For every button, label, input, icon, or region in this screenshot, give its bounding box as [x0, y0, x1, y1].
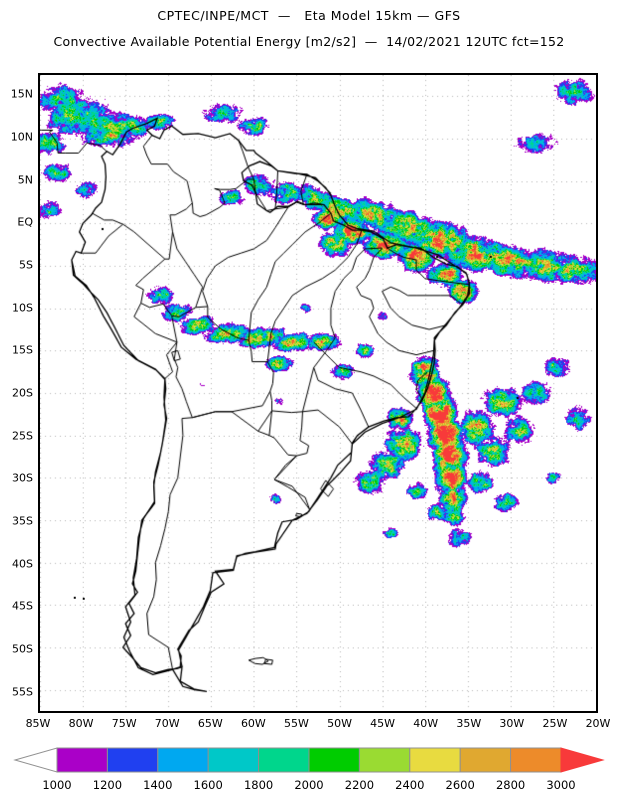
- colorbar-band: [358, 747, 411, 773]
- colorbar-tick-label: 2400: [395, 778, 425, 792]
- colorbar-band: [157, 747, 209, 773]
- colorbar-tick-label: 1000: [42, 778, 72, 792]
- colorbar-tick-label: 1400: [143, 778, 173, 792]
- colorbar-band: [106, 747, 159, 773]
- x-tick-label: 35W: [456, 717, 482, 730]
- y-tick-label: 40S: [12, 557, 33, 571]
- x-tick-label: 55W: [284, 717, 309, 730]
- colorbar-tick-label: 2000: [294, 778, 324, 792]
- colorbar-band: [409, 747, 461, 773]
- x-tick-label: 45W: [370, 717, 396, 730]
- y-tick-label: 15S: [12, 343, 33, 357]
- x-tick-label: 75W: [111, 717, 137, 730]
- y-axis: 15N 10N 5N EQ 5S 10S 15S 20S 25S 30S 35S 40S 45S 50S 5…: [0, 73, 38, 713]
- colorbar-tick-label: 3000: [546, 778, 576, 792]
- y-tick-label: 55S: [12, 685, 33, 699]
- colorbar-tick-label: 2800: [495, 778, 526, 792]
- x-tick-label: 70W: [154, 717, 180, 730]
- x-tick-label: 40W: [413, 717, 439, 730]
- y-tick-label: EQ: [17, 215, 33, 229]
- map-plot-area: [38, 73, 598, 713]
- colorbar-tick-label: 1600: [193, 778, 223, 792]
- colorbar-swatches: [13, 747, 605, 773]
- colorbar: 1000 1200 1400 1600 1800 2000 2200 2400 2600 2800…: [0, 744, 618, 800]
- colorbar-band: [308, 747, 360, 773]
- chart-title-variable: Convective Available Potential Energy [m…: [53, 34, 565, 49]
- chart-title-model: CPTEC/INPE/MCT — Eta Model 15km — GFS: [157, 8, 461, 23]
- colorbar-band: [56, 747, 108, 773]
- y-tick-label: 10N: [10, 130, 33, 144]
- x-tick-label: 85W: [25, 717, 51, 730]
- colorbar-tick-label: 1800: [243, 778, 274, 792]
- y-tick-label: 15N: [10, 87, 33, 101]
- colorbar-over-arrow: [560, 747, 605, 773]
- colorbar-under-arrow: [13, 747, 58, 773]
- x-tick-label: 65W: [197, 717, 223, 730]
- colorbar-band: [207, 747, 260, 773]
- x-tick-label: 25W: [542, 717, 568, 730]
- colorbar-tick-label: 2600: [445, 778, 475, 792]
- y-tick-label: 5S: [19, 258, 33, 272]
- y-tick-label: 25S: [12, 429, 33, 443]
- x-tick-label: 50W: [327, 717, 352, 730]
- y-tick-label: 20S: [12, 386, 33, 400]
- colorbar-tick-label: 2200: [344, 778, 375, 792]
- x-axis: 85W 80W 75W 70W 65W 60W 55W 50W 45W 40W 35W 30W 25W 2…: [26, 713, 611, 737]
- y-tick-label: 50S: [12, 642, 33, 656]
- x-tick-label: 80W: [68, 717, 94, 730]
- y-tick-label: 5N: [17, 173, 33, 187]
- chart-header: CPTEC/INPE/MCT — Eta Model 15km — GFS Co…: [0, 0, 618, 49]
- y-tick-label: 45S: [12, 599, 33, 613]
- colorbar-band: [459, 747, 512, 773]
- y-tick-label: 30S: [12, 471, 33, 485]
- x-tick-label: 30W: [499, 717, 525, 730]
- cape-field-canvas: [40, 75, 596, 711]
- colorbar-band: [258, 747, 310, 773]
- y-tick-label: 10S: [12, 301, 33, 315]
- y-tick-label: 35S: [12, 514, 33, 528]
- colorbar-band: [510, 747, 562, 773]
- colorbar-tick-label: 1200: [92, 778, 123, 792]
- x-tick-label: 20W: [585, 717, 611, 730]
- x-tick-label: 60W: [240, 717, 266, 730]
